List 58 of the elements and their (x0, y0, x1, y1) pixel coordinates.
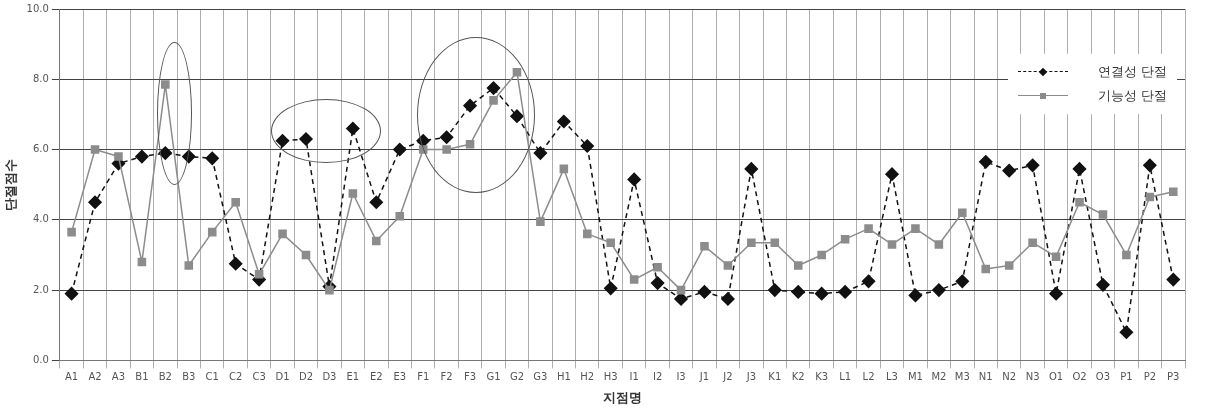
x-tick-label: P1 (1120, 370, 1133, 382)
x-tick-label: O2 (1072, 370, 1087, 382)
x-tick-label: D1 (275, 370, 290, 382)
x-tick-label: A2 (88, 370, 102, 382)
x-tick-label: G3 (533, 370, 548, 382)
x-tick-label: P2 (1143, 370, 1157, 382)
x-tick-label: K2 (791, 370, 805, 382)
x-tick-label: O3 (1095, 370, 1111, 382)
legend-label: 기능성 단절 (1097, 87, 1167, 105)
x-tick-label: H3 (603, 370, 618, 382)
x-tick-label: F2 (440, 370, 453, 382)
y-tick-label: 10.0 (26, 2, 49, 14)
x-tick-label: G2 (509, 370, 525, 382)
x-tick-label: H2 (580, 370, 595, 382)
x-tick-label: B1 (135, 370, 149, 382)
y-tick-label: 4.0 (32, 213, 49, 225)
x-tick-label: B3 (182, 370, 196, 382)
x-tick-label: O1 (1048, 370, 1064, 382)
x-tick-label: A1 (64, 370, 79, 382)
x-tick-label: H1 (556, 370, 571, 382)
x-tick-label: A3 (111, 370, 126, 382)
x-tick-label: N1 (978, 370, 993, 382)
x-tick-label: M1 (907, 370, 923, 382)
x-tick-label: G1 (486, 370, 501, 382)
x-tick-label: N2 (1002, 370, 1017, 382)
x-tick-label: L1 (839, 370, 852, 382)
x-tick-label: D3 (322, 370, 337, 382)
x-axis-title: 지점명 (602, 389, 642, 405)
x-tick-label: C1 (205, 370, 219, 382)
x-tick-label: J2 (722, 370, 733, 382)
y-tick-label: 8.0 (32, 72, 49, 84)
x-tick-label: P3 (1167, 370, 1180, 382)
y-tick-label: 0.0 (32, 353, 49, 365)
x-tick-label: L2 (862, 370, 875, 382)
x-tick-label: I2 (652, 370, 663, 382)
x-tick-label: I3 (676, 370, 686, 382)
y-tick-label: 6.0 (32, 143, 49, 155)
x-tick-label: M3 (954, 370, 970, 382)
x-tick-label: F1 (417, 370, 430, 382)
legend-label: 연결성 단절 (1097, 63, 1167, 81)
x-tick-label: E3 (393, 370, 407, 382)
x-tick-label: K1 (768, 370, 782, 382)
x-tick-label: C2 (228, 370, 243, 382)
x-tick-label: J1 (698, 370, 710, 382)
x-tick-label: E1 (346, 370, 360, 382)
x-tick-label: I1 (629, 370, 639, 382)
x-tick-label: J3 (745, 370, 757, 382)
y-tick-label: 2.0 (32, 283, 49, 295)
y-axis-title: 단절점수 (3, 158, 19, 211)
x-tick-label: C3 (252, 370, 266, 382)
x-tick-label: D2 (298, 370, 314, 382)
x-tick-label: B2 (158, 370, 172, 382)
x-tick-label: N3 (1025, 370, 1040, 382)
x-tick-label: F3 (464, 370, 477, 382)
x-tick-label: E2 (369, 370, 383, 382)
x-tick-label: L3 (886, 370, 898, 382)
x-tick-label: K3 (815, 370, 829, 382)
x-tick-label: M2 (931, 370, 947, 382)
